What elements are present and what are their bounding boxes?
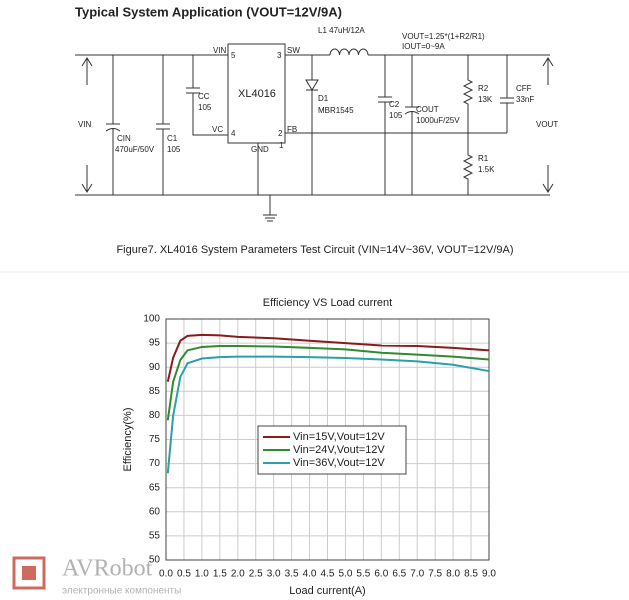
component-label: CIN <box>117 134 131 143</box>
series-line <box>166 333 490 382</box>
x-tick-label: 0.5 <box>177 569 191 580</box>
x-tick-label: 5.0 <box>338 569 352 580</box>
x-tick-label: 4.5 <box>321 569 335 580</box>
pin-label: GND <box>251 145 269 154</box>
x-tick-label: 4.0 <box>303 569 317 580</box>
brand: AVRobot <box>62 556 153 582</box>
component-label: R2 <box>478 84 489 93</box>
chip-name: XL4016 <box>238 88 276 100</box>
pin-number: 1 <box>279 141 284 150</box>
pin-label: VIN <box>213 46 227 55</box>
pin-number: 3 <box>277 51 282 60</box>
pin-label: VC <box>212 125 223 134</box>
x-tick-label: 6.0 <box>374 569 388 580</box>
component-label: 105 <box>389 111 403 120</box>
tagline: электронные компоненты <box>62 586 181 597</box>
x-tick-label: 3.5 <box>285 569 299 580</box>
component-label: D1 <box>318 94 329 103</box>
pin-label: FB <box>287 125 297 134</box>
circuit-labels: VIN SW XL4016 VC GND FB 5 3 4 2 1 L1 47u… <box>78 26 558 174</box>
y-tick-label: 90 <box>149 362 161 373</box>
circuit-wires <box>75 43 554 222</box>
figure-caption: Figure7. XL4016 System Parameters Test C… <box>116 244 513 256</box>
component-label: C2 <box>389 100 400 109</box>
y-tick-label: 60 <box>149 506 161 517</box>
chart-title: Efficiency VS Load current <box>263 297 392 309</box>
pin-number: 2 <box>278 129 283 138</box>
x-tick-label: 7.0 <box>410 569 424 580</box>
series-line <box>166 355 490 474</box>
chart: Efficiency VS Load current 50 55 60 65 70 75 80… <box>122 297 496 597</box>
y-tick-label: 75 <box>149 434 161 445</box>
pin-label: SW <box>287 46 300 55</box>
x-tick-label: 2.5 <box>249 569 263 580</box>
terminal-label: VOUT <box>536 120 558 129</box>
pin-number: 4 <box>231 129 236 138</box>
y-axis-label: Efficiency(%) <box>122 408 134 472</box>
formula: IOUT=0~9A <box>402 42 445 51</box>
component-label: 33nF <box>516 95 534 104</box>
component-label: MBR1545 <box>318 106 354 115</box>
legend-label: Vin=36V,Vout=12V <box>293 457 385 469</box>
x-tick-label: 5.5 <box>356 569 370 580</box>
x-tick-label: 1.0 <box>195 569 209 580</box>
component-label: 1000uF/25V <box>416 116 460 125</box>
y-tick-label: 65 <box>149 482 161 493</box>
x-tick-label: 8.0 <box>446 569 460 580</box>
formula: VOUT=1.25*(1+R2/R1) <box>402 32 485 41</box>
legend-label: Vin=15V,Vout=12V <box>293 431 385 443</box>
y-tick-label: 50 <box>149 555 161 566</box>
x-tick-label: 8.5 <box>464 569 478 580</box>
logo <box>12 556 46 590</box>
y-tick-label: 95 <box>149 338 161 349</box>
watermark: AVRobot электронные компоненты <box>12 556 181 597</box>
component-label: 105 <box>167 145 181 154</box>
component-label: R1 <box>478 154 489 163</box>
x-tick-label: 2.0 <box>231 569 245 580</box>
component-label: 1.5K <box>478 165 495 174</box>
y-tick-label: 70 <box>149 458 161 469</box>
x-tick-label: 3.0 <box>267 569 281 580</box>
legend-label: Vin=24V,Vout=12V <box>293 444 385 456</box>
plot-frame <box>165 318 490 561</box>
y-tick-label: 80 <box>149 410 161 421</box>
x-tick-label: 7.5 <box>428 569 442 580</box>
y-tick-label: 100 <box>143 314 160 325</box>
component-label: 470uF/50V <box>115 145 155 154</box>
x-tick-label: 0.0 <box>159 569 173 580</box>
component-label: 105 <box>198 103 212 112</box>
x-axis-label: Load current(A) <box>289 585 365 597</box>
y-tick-label: 85 <box>149 386 161 397</box>
x-tick-label: 6.5 <box>392 569 406 580</box>
pin-number: 5 <box>231 51 236 60</box>
x-tick-label: 9.0 <box>482 569 496 580</box>
component-label: CFF <box>516 84 532 93</box>
series-line <box>166 344 490 421</box>
component-label: L1 47uH/12A <box>318 26 365 35</box>
circuit-title: Typical System Application (VOUT=12V/9A) <box>75 4 342 19</box>
component-label: C1 <box>167 134 178 143</box>
component-label: CC <box>198 92 210 101</box>
y-tick-label: 55 <box>149 531 161 542</box>
x-tick-label: 1.5 <box>213 569 227 580</box>
terminal-label: VIN <box>78 120 92 129</box>
component-label: COUT <box>416 105 439 114</box>
logo <box>22 566 36 580</box>
component-label: 13K <box>478 95 493 104</box>
